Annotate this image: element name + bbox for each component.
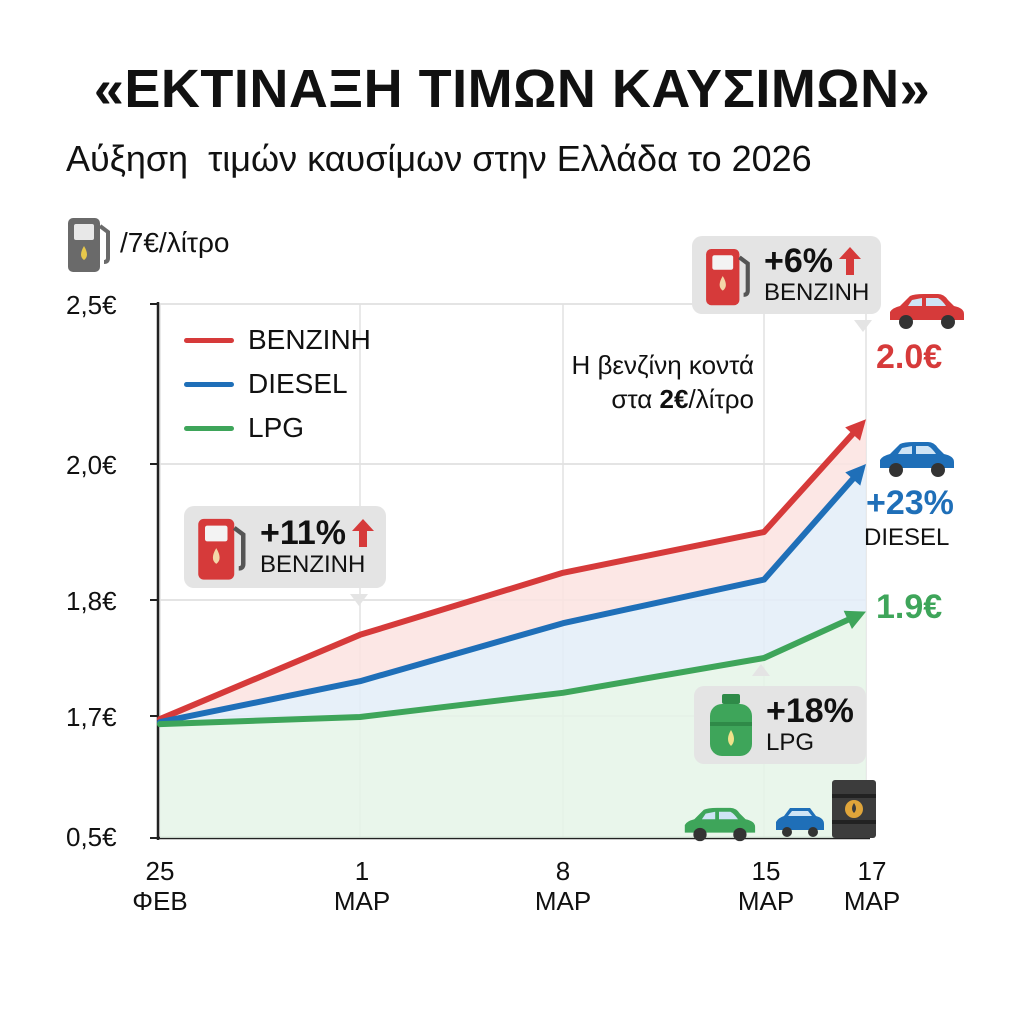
x-tick-label-part: 15 (751, 856, 781, 886)
y-tick-label: 1,7€ (66, 702, 117, 732)
callout-benzine-mid: +11% BENZINH (184, 506, 387, 588)
unit-label-group: /7€/λίτρο (66, 212, 229, 274)
series-arrowhead-lpg (843, 610, 866, 629)
callout-benzine-mid-pct: +11% (260, 514, 347, 552)
legend-item-lpg: LPG (184, 406, 371, 450)
y-tick-label: 0,5€ (66, 822, 117, 852)
x-tick-label-part: 1 (354, 856, 370, 886)
x-tick-label: 8 ΜΑΡ (513, 856, 613, 916)
annotation-note: Η βενζίνη κοντά στα 2€/λίτρο (510, 348, 754, 416)
legend-swatch-benzine (184, 337, 234, 343)
x-tick-label: 25 ΦΕΒ (110, 856, 210, 916)
up-arrow-icon (839, 247, 861, 275)
unit-label: /7€/λίτρο (120, 227, 230, 258)
legend-item-benzine: BENZINH (184, 318, 371, 362)
page-subtitle: Αύξηση τιμών καυσίμων στην Ελλάδα το 202… (66, 138, 812, 179)
y-tick-label: 2,0€ (66, 450, 117, 480)
callout-tail (854, 320, 872, 332)
end-label-diesel-name: DIESEL (864, 524, 950, 551)
fuel-pump-icon (706, 248, 750, 306)
callout-benzine-end-pct: +6% (764, 242, 833, 280)
lpg-cylinder-icon (710, 694, 752, 756)
x-tick-label-part: ΜΑΡ (534, 886, 592, 916)
y-tick-label: 1,8€ (66, 586, 117, 616)
series-area-1 (160, 464, 866, 725)
end-label-lpg: 1.9€ (876, 588, 943, 626)
x-tick-label-part: 17 (857, 856, 887, 886)
x-tick-label-part: ΜΑΡ (737, 886, 795, 916)
y-tick-label: 2,5€ (66, 290, 117, 320)
callout-tail (350, 594, 368, 606)
car-icon (776, 808, 824, 837)
legend-swatch-lpg (184, 425, 234, 431)
chart-legend: BENZINH DIESEL LPG (184, 318, 371, 450)
end-label-diesel-pct: +23% (866, 484, 954, 522)
x-tick-label-part: ΦΕΒ (132, 886, 188, 916)
car-icon (684, 807, 756, 842)
x-tick-label-part: ΜΑΡ (333, 886, 391, 916)
callout-benzine-end-label: BENZINH (764, 279, 870, 306)
legend-label-lpg: LPG (248, 412, 305, 443)
series-arrowhead-diesel (845, 464, 866, 486)
series-area-2 (160, 611, 866, 838)
legend-swatch-diesel (184, 381, 234, 387)
callout-lpg-end-label: LPG (766, 729, 815, 756)
end-label-benzine: 2.0€ (876, 338, 943, 376)
legend-label-diesel: DIESEL (248, 368, 348, 399)
up-arrow-icon (352, 519, 375, 547)
callout-lpg-end-pct: +18% (766, 692, 854, 730)
x-tick-label-part: 25 (145, 856, 175, 886)
note-prefix: στα (611, 384, 660, 414)
callout-lpg-end: +18% LPG (694, 686, 866, 764)
x-tick-label-part: 8 (555, 856, 571, 886)
x-tick-label: 15 ΜΑΡ (716, 856, 816, 916)
x-tick-label: 17 ΜΑΡ (822, 856, 922, 916)
series-arrowhead-benzinh (845, 419, 866, 441)
note-suffix: /λίτρο (688, 384, 754, 414)
legend-label-benzine: BENZINH (248, 324, 371, 355)
callout-benzine-mid-label: BENZINH (260, 551, 366, 578)
note-bold: 2€ (659, 384, 689, 414)
legend-item-diesel: DIESEL (184, 362, 371, 406)
note-line-1: Η βενζίνη κοντά (571, 350, 754, 380)
x-tick-label-part: ΜΑΡ (843, 886, 901, 916)
x-tick-label: 1 ΜΑΡ (312, 856, 412, 916)
fuel-pump-icon (68, 218, 110, 272)
callout-tail (752, 664, 770, 676)
car-icon (880, 442, 954, 477)
fuel-pump-icon (198, 518, 246, 580)
note-line-2: στα 2€/λίτρο (510, 382, 754, 416)
oil-barrel-icon (832, 780, 876, 838)
page-title: «ΕΚΤΙΝΑΞΗ ΤΙΜΩΝ ΚΑΥΣΙΜΩΝ» (93, 59, 931, 119)
car-icon (890, 294, 964, 329)
callout-benzine-end: +6% BENZINH (692, 236, 882, 314)
